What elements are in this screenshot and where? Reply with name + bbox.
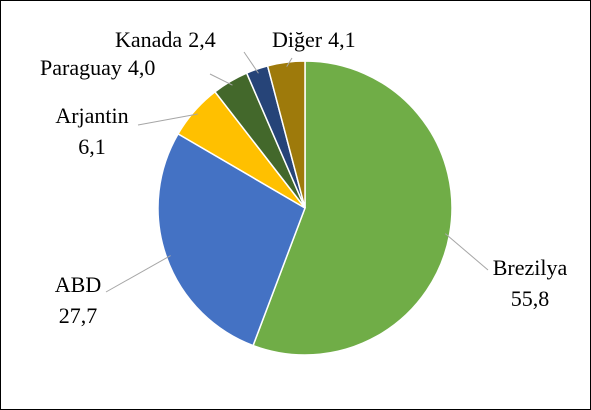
pie-slice bbox=[252, 60, 453, 356]
pie-slice bbox=[266, 60, 306, 209]
category-label: Paraguay bbox=[40, 55, 122, 80]
value-label: 2,4 bbox=[188, 27, 216, 52]
data-label: ABD 27,7 bbox=[55, 272, 101, 328]
data-label: Kanada 2,4 bbox=[115, 27, 216, 52]
value-label: 4,1 bbox=[328, 27, 356, 52]
leader-line bbox=[105, 255, 171, 293]
category-label: Diğer bbox=[272, 27, 323, 52]
data-label: Brezilya 55,8 bbox=[493, 255, 568, 311]
category-label: ABD bbox=[55, 272, 101, 297]
value-label: 27,7 bbox=[59, 303, 98, 328]
leader-line bbox=[209, 73, 233, 86]
leader-line bbox=[243, 51, 259, 74]
data-label: Arjantin 6,1 bbox=[55, 103, 128, 159]
value-label: 6,1 bbox=[78, 134, 106, 159]
data-label: Diğer 4,1 bbox=[272, 27, 356, 52]
value-label: 4,0 bbox=[128, 55, 156, 80]
category-label: Brezilya bbox=[493, 255, 568, 280]
category-label: Arjantin bbox=[55, 103, 128, 128]
leader-line bbox=[444, 233, 489, 271]
data-label: Paraguay 4,0 bbox=[40, 55, 155, 80]
leader-line bbox=[286, 57, 293, 67]
category-label: Kanada bbox=[115, 27, 182, 52]
leader-line bbox=[137, 113, 198, 126]
value-label: 55,8 bbox=[511, 286, 550, 311]
